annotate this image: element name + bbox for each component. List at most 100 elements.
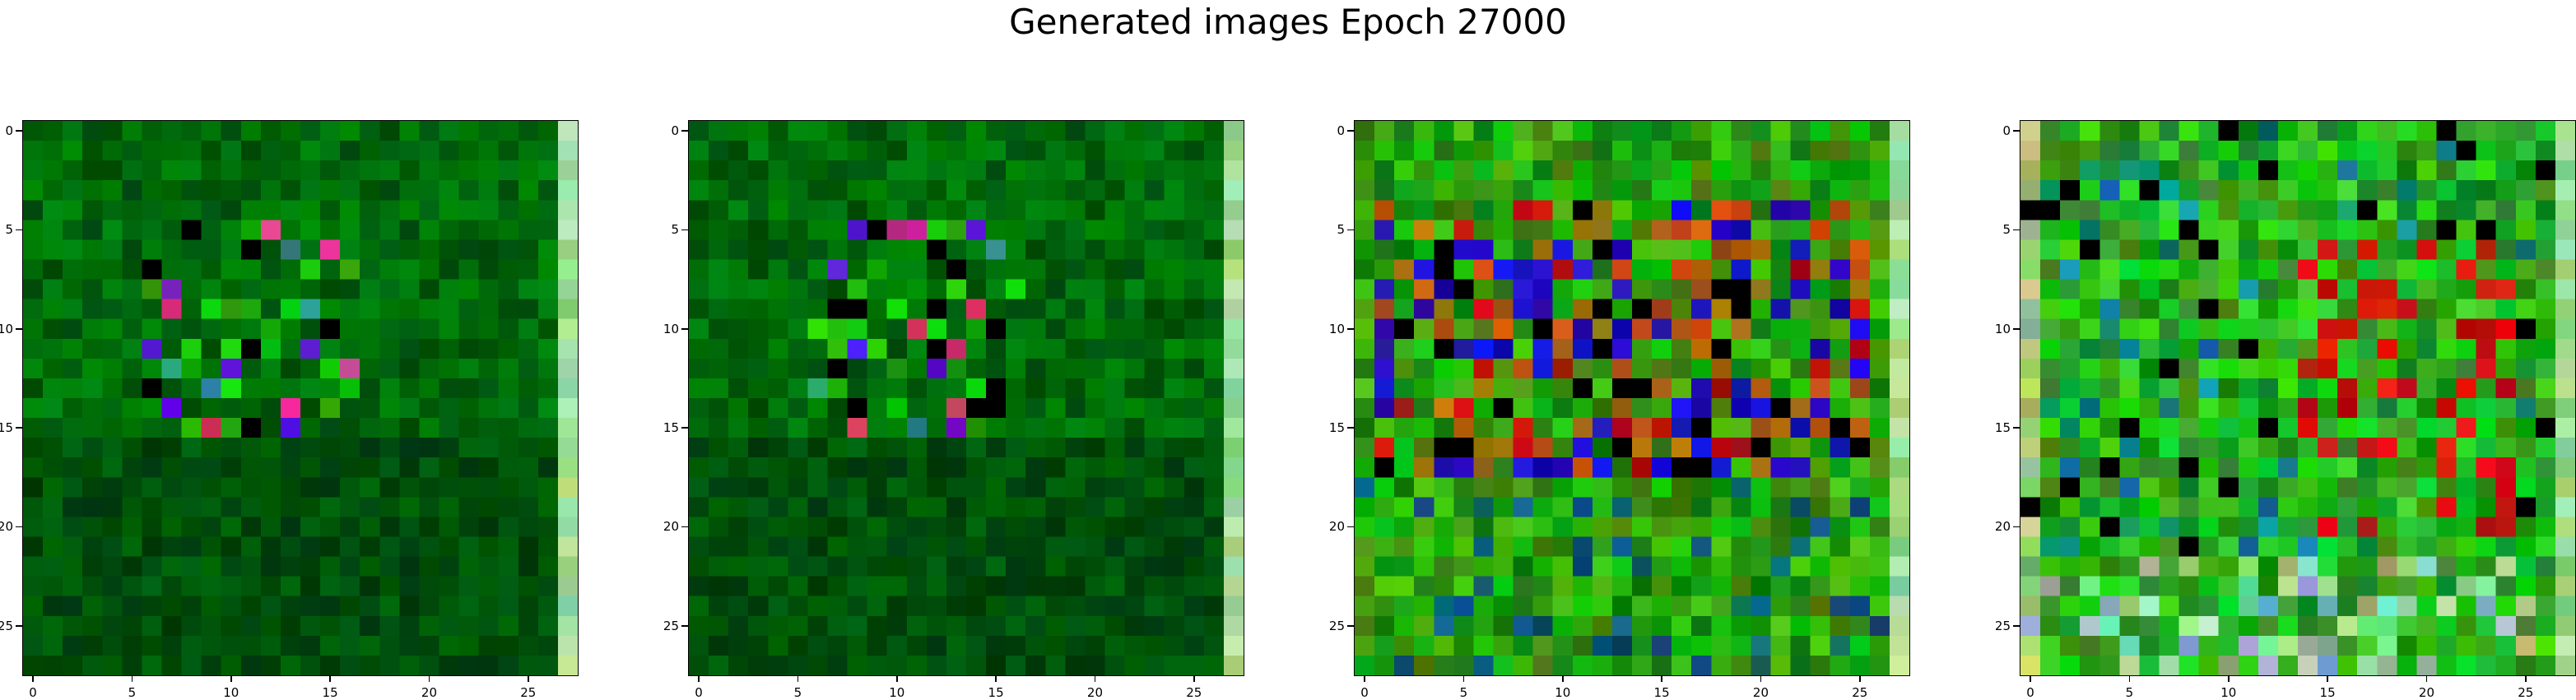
y-tick (16, 526, 22, 528)
generated-image-2 (689, 121, 1244, 675)
x-tick (1859, 675, 1861, 682)
x-tick (1364, 675, 1365, 682)
y-tick (2013, 328, 2020, 330)
x-tick-label: 25 (512, 685, 545, 700)
x-tick (797, 675, 799, 682)
image-panel-3: 0 5 10 15 20 25 0 5 10 15 20 25 (1354, 120, 1910, 676)
y-tick (16, 229, 22, 231)
x-tick-label: 0 (2014, 685, 2047, 700)
x-tick-label: 5 (781, 685, 814, 700)
x-tick (1760, 675, 1762, 682)
x-tick-label: 20 (2410, 685, 2443, 700)
y-tick (1347, 427, 1354, 429)
y-tick-label: 20 (0, 519, 13, 534)
y-tick-label: 25 (646, 619, 679, 633)
y-tick-label: 25 (1312, 619, 1345, 633)
x-tick (1193, 675, 1195, 682)
x-tick-label: 10 (215, 685, 248, 700)
image-panel-2: 0 5 10 15 20 25 0 5 10 15 20 25 (688, 120, 1244, 676)
x-tick (2228, 675, 2230, 682)
y-tick-label: 15 (0, 420, 13, 435)
y-tick (16, 130, 22, 132)
x-tick-label: 0 (682, 685, 715, 700)
y-tick-label: 0 (0, 123, 13, 138)
y-tick-label: 10 (1312, 322, 1345, 336)
y-tick (681, 130, 688, 132)
y-tick-label: 20 (1978, 519, 2011, 534)
y-tick-label: 5 (646, 222, 679, 237)
x-tick (429, 675, 430, 682)
x-tick (528, 675, 529, 682)
x-tick (2030, 675, 2031, 682)
y-tick (1347, 130, 1354, 132)
y-tick-label: 0 (1312, 123, 1345, 138)
x-tick (2327, 675, 2328, 682)
x-tick (32, 675, 34, 682)
y-tick-label: 15 (646, 420, 679, 435)
y-tick-label: 10 (0, 322, 13, 336)
y-tick-label: 10 (1978, 322, 2011, 336)
x-tick (329, 675, 331, 682)
y-tick-label: 5 (1978, 222, 2011, 237)
x-tick (2129, 675, 2131, 682)
y-tick (1347, 526, 1354, 528)
x-tick (1562, 675, 1564, 682)
y-tick (1347, 229, 1354, 231)
y-tick (681, 625, 688, 627)
x-tick-label: 5 (1447, 685, 1480, 700)
y-tick-label: 15 (1978, 420, 2011, 435)
y-tick-label: 5 (1312, 222, 1345, 237)
x-tick-label: 20 (1078, 685, 1111, 700)
x-tick (1095, 675, 1096, 682)
x-tick-label: 25 (1844, 685, 1876, 700)
x-tick-label: 5 (115, 685, 148, 700)
y-tick (2013, 526, 2020, 528)
x-tick (896, 675, 898, 682)
y-tick (1347, 328, 1354, 330)
x-tick (132, 675, 133, 682)
x-tick-label: 20 (1744, 685, 1777, 700)
x-tick-label: 25 (1178, 685, 1211, 700)
y-tick (2013, 625, 2020, 627)
x-tick (995, 675, 997, 682)
x-tick-label: 20 (412, 685, 445, 700)
y-tick-label: 20 (1312, 519, 1345, 534)
generated-image-1 (23, 121, 578, 675)
y-tick-label: 10 (646, 322, 679, 336)
x-tick (1661, 675, 1662, 682)
image-panel-1: 0 5 10 15 20 25 0 5 10 15 20 25 (22, 120, 579, 676)
y-tick (1347, 625, 1354, 627)
image-panel-4: 0 5 10 15 20 25 0 5 10 15 20 25 (2020, 120, 2576, 676)
x-tick-label: 15 (2311, 685, 2344, 700)
y-tick (681, 328, 688, 330)
x-tick-label: 5 (2113, 685, 2146, 700)
y-tick (16, 427, 22, 429)
x-tick (230, 675, 232, 682)
generated-image-4 (2020, 121, 2575, 675)
x-tick-label: 25 (2509, 685, 2542, 700)
x-tick-label: 15 (1645, 685, 1678, 700)
y-tick (2013, 229, 2020, 231)
y-tick (16, 328, 22, 330)
x-tick-label: 10 (881, 685, 914, 700)
y-tick (681, 229, 688, 231)
x-tick-label: 10 (2212, 685, 2245, 700)
y-tick (2013, 427, 2020, 429)
y-tick-label: 20 (646, 519, 679, 534)
y-tick-label: 0 (646, 123, 679, 138)
x-tick (2525, 675, 2527, 682)
x-tick (2426, 675, 2428, 682)
figure-title: Generated images Epoch 27000 (0, 2, 2576, 43)
y-tick-label: 25 (0, 619, 13, 633)
y-tick-label: 0 (1978, 123, 2011, 138)
x-tick-label: 15 (314, 685, 346, 700)
y-tick-label: 5 (0, 222, 13, 237)
y-tick (16, 625, 22, 627)
y-tick (681, 427, 688, 429)
y-tick-label: 25 (1978, 619, 2011, 633)
x-tick-label: 15 (979, 685, 1012, 700)
y-tick (681, 526, 688, 528)
y-tick-label: 15 (1312, 420, 1345, 435)
x-tick (698, 675, 700, 682)
y-tick (2013, 130, 2020, 132)
